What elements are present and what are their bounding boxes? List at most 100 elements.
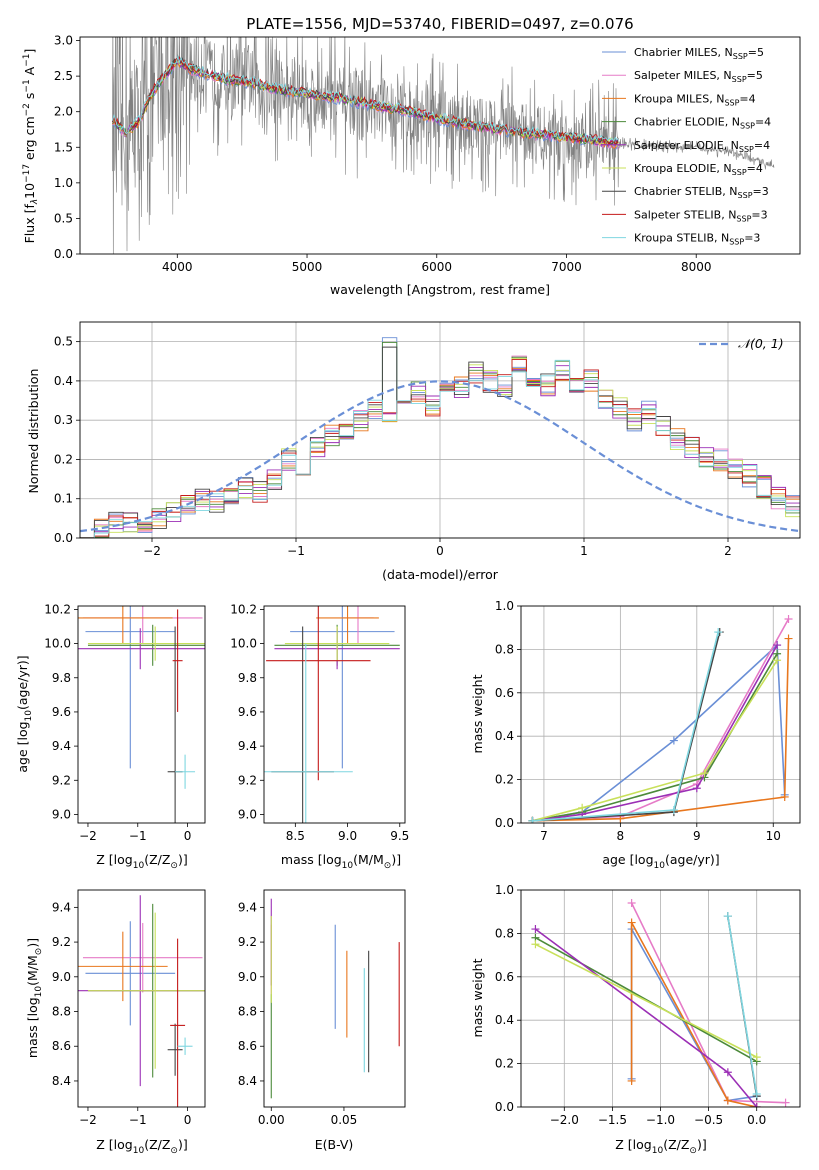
legend-entry: Chabrier ELODIE, NSSP=4	[634, 116, 771, 131]
y-axis-label: mass [log10(M/M⊙)]	[25, 938, 44, 1058]
chart-mass-vs-ebv: 0.00 0.05 8.4 8.6 8.8 9.0 9.2 9.4 E(B-V)	[238, 889, 406, 1152]
y-tick-label: 10.2	[44, 602, 71, 616]
series-marker	[528, 816, 537, 823]
model-line-8	[111, 54, 619, 142]
series-line-2	[630, 922, 757, 1107]
series-marker	[700, 769, 709, 778]
series-marker	[578, 803, 587, 812]
series-line-8	[532, 631, 719, 822]
y-tick-label: 2.5	[54, 69, 73, 83]
series-marker	[773, 641, 782, 650]
y-tick-label: 9.0	[52, 970, 71, 984]
histogram-7	[80, 359, 800, 538]
x-tick-label: −1.0	[646, 1113, 675, 1127]
y-tick-label: 9.4	[238, 900, 257, 914]
y-tick-label: 0.3	[54, 413, 73, 427]
x-axis-label: mass [log10(M/M⊙)]	[281, 852, 401, 871]
x-tick-label: 0	[184, 1113, 192, 1127]
y-axis-label: mass weight	[470, 674, 485, 753]
y-tick-label: 0.0	[54, 531, 73, 545]
series-marker	[723, 912, 732, 921]
series-line-8	[727, 915, 758, 1095]
series-line-3	[535, 937, 758, 1063]
legend-entry: Chabrier MILES, NSSP=5	[634, 46, 764, 61]
y-tick-label: 9.2	[238, 773, 257, 787]
axes-frame	[77, 605, 206, 824]
x-tick-label: 0.0	[747, 1113, 766, 1127]
y-tick-label: 8.6	[238, 1039, 257, 1053]
y-tick-label: 8.8	[52, 1005, 71, 1019]
chart-spectrum: 4000 5000 6000 7000 8000 0.0 0.5 1.0 1.5 2.0 2.5 3.…	[22, 34, 801, 297]
y-tick-label: 0.0	[495, 816, 514, 830]
x-axis-label: Z [log10(Z/Z⊙)]	[615, 1137, 706, 1156]
y-tick-label: 9.8	[52, 671, 71, 685]
x-tick-label: −1	[129, 829, 147, 843]
series-marker	[627, 918, 636, 927]
chart-age-vs-mass: 8.5 9.0 9.5 9.0 9.2 9.4 9.6 9.8 10.0 10.2 mass [lo…	[230, 602, 409, 871]
chart-age-vs-z: −2 −1 0 9.0 9.2 9.4 9.6 9.8 10.0 10.2 Z [log10(Z/Z…	[15, 602, 206, 871]
legend-entry: Salpeter MILES, NSSP=5	[634, 69, 763, 84]
chart-mass-vs-z: −2 −1 0 8.4 8.6 8.8 9.0 9.2 9.4 Z [log10(Z/Z⊙)] ma…	[25, 889, 206, 1156]
plot-area	[521, 606, 800, 823]
y-tick-label: 0.4	[495, 729, 514, 743]
legend-entry: Chabrier STELIB, NSSP=3	[634, 185, 769, 200]
x-tick-label: 9	[693, 829, 701, 843]
series-marker	[781, 1098, 790, 1107]
y-tick-label: 9.2	[238, 935, 257, 949]
legend-label: 𝒩(0, 1)	[738, 336, 784, 351]
series-marker	[531, 925, 540, 934]
x-axis-label: Z [log10(Z/Z⊙)]	[96, 852, 187, 871]
y-tick-label: 0.0	[54, 247, 73, 261]
y-tick-label: 0.4	[495, 1013, 514, 1027]
x-tick-label: −1.5	[598, 1113, 627, 1127]
series-marker	[692, 784, 701, 793]
axes-frame	[77, 889, 206, 1108]
legend-entry: Kroupa STELIB, NSSP=3	[634, 232, 760, 247]
legend: Chabrier MILES, NSSP=5 Salpeter MILES, NS…	[602, 46, 771, 247]
model-line-7	[111, 56, 619, 147]
histogram-8	[80, 359, 800, 538]
series-marker	[531, 940, 540, 949]
plot-area	[111, 37, 775, 254]
series-line-5	[535, 943, 758, 1058]
legend-entry: Salpeter STELIB, NSSP=3	[634, 208, 768, 223]
y-tick-label: 10.2	[230, 602, 257, 616]
y-tick-label: 0.8	[495, 642, 514, 656]
series-marker	[752, 1103, 761, 1107]
x-tick-label: 7	[540, 829, 548, 843]
x-tick-label: −2.0	[550, 1113, 579, 1127]
grid-lines	[521, 890, 800, 1107]
y-tick-label: 0.5	[54, 211, 73, 225]
chart-weight-vs-age: 7 8 9 10 0.0 0.2 0.4 0.6 0.8 1.0 age [log10(age/yr…	[470, 599, 801, 871]
x-tick-label: 2	[724, 544, 732, 558]
y-tick-label: 1.0	[54, 176, 73, 190]
x-tick-label: 6000	[421, 260, 452, 274]
chart-residuals: −2 −1 0 1 2 0.0 0.1 0.2 0.3 0.4 0.5 𝒩(0, 1) (data-mo…	[26, 321, 801, 582]
y-tick-label: 3.0	[54, 34, 73, 48]
x-tick-label: 0.00	[258, 1113, 285, 1127]
series-marker	[627, 1076, 636, 1085]
grid-lines	[80, 322, 800, 538]
x-tick-label: 8	[617, 829, 625, 843]
grid-lines	[521, 606, 800, 823]
series-marker	[714, 628, 723, 637]
y-tick-label: 8.4	[238, 1074, 257, 1088]
y-tick-label: 9.0	[52, 807, 71, 821]
y-tick-label: 8.6	[52, 1039, 71, 1053]
y-tick-label: 0.8	[495, 926, 514, 940]
figure-title: PLATE=1556, MJD=53740, FIBERID=0497, z=0…	[246, 15, 633, 33]
x-axis-label: (data-model)/error	[382, 567, 499, 582]
x-axis-label: wavelength [Angstrom, rest frame]	[330, 282, 550, 297]
y-axis-label: Flux [fλ10−17 erg cm−2 s−1 A−1]	[22, 49, 40, 244]
x-tick-label: 4000	[162, 260, 193, 274]
y-tick-label: 9.4	[52, 739, 71, 753]
x-tick-label: 0.05	[331, 1113, 358, 1127]
histogram-6	[80, 346, 800, 538]
series-marker	[723, 1096, 732, 1105]
x-tick-label: 9.5	[390, 829, 409, 843]
y-tick-label: 0.5	[54, 335, 73, 349]
x-tick-label: −2	[79, 1113, 97, 1127]
y-tick-label: 0.4	[54, 374, 73, 388]
y-tick-label: 10.0	[230, 637, 257, 651]
